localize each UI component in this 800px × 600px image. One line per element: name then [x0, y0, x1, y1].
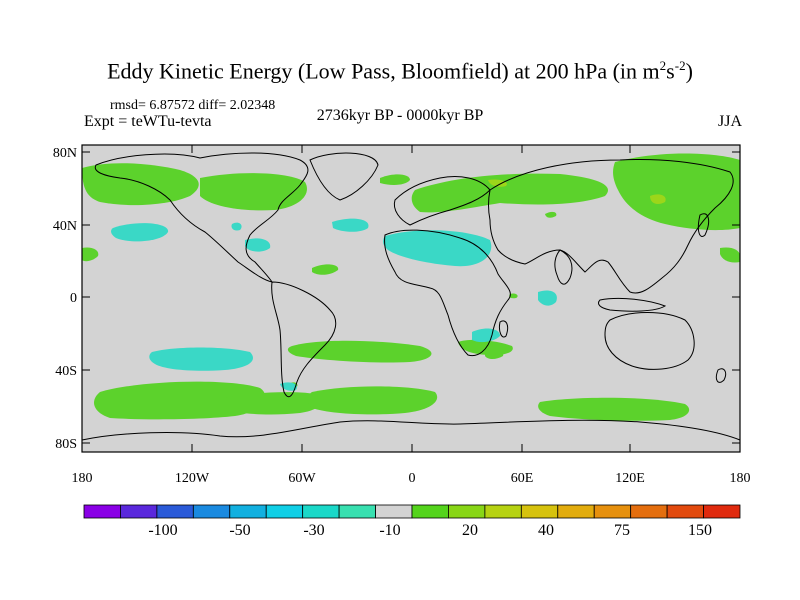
lat-label: 80N [53, 146, 77, 161]
title-close: ) [685, 58, 693, 84]
lat-label: 40S [55, 364, 77, 379]
lon-label: 180 [72, 471, 93, 486]
colorbar-cell [448, 504, 486, 519]
lon-label: 120W [175, 471, 210, 486]
experiment-label: Expt = teWTu-tevta [84, 113, 212, 130]
colorbar-cell [302, 504, 340, 519]
map-frame [81, 144, 741, 453]
colorbar-label: -30 [303, 522, 324, 539]
colorbar-label: 75 [614, 522, 630, 539]
colorbar-labels: -100 -50 -30 -10 20 40 75 150 [148, 522, 712, 539]
colorbar-cell [484, 504, 522, 519]
colorbar-cell [703, 504, 741, 519]
colorbar-cell [375, 504, 413, 519]
season-label: JJA [717, 113, 742, 130]
stats-line: rmsd= 6.87572 diff= 2.02348 [110, 98, 276, 113]
colorbar-cell [557, 504, 595, 519]
lon-label: 60W [288, 471, 316, 486]
lon-label: 120E [615, 471, 645, 486]
positive-core-regions [488, 179, 666, 204]
lon-label: 180 [730, 471, 751, 486]
lon-label: 60E [511, 471, 534, 486]
colorbar-cell [593, 504, 632, 519]
title-sup-2: -2 [674, 58, 686, 73]
colorbar-cell [229, 504, 267, 519]
colorbar-label: 20 [462, 522, 478, 539]
plot-title: Eddy Kinetic Energy (Low Pass, Bloomfiel… [0, 58, 800, 84]
period-label: 2736kyr BP - 0000kyr BP [316, 107, 484, 124]
lat-label: 0 [70, 291, 77, 306]
colorbar-cell [338, 504, 376, 519]
title-unit-s: s [666, 58, 675, 84]
colorbar-cell [265, 504, 304, 519]
colorbar-cell [83, 504, 121, 519]
colorbar-cell [666, 504, 704, 519]
colorbar-cell [120, 504, 158, 519]
positive-anomaly-regions [82, 153, 740, 421]
colorbar-label: -100 [148, 522, 177, 539]
lat-label: 80S [55, 437, 77, 452]
lat-label: 40N [53, 219, 77, 234]
title-text: Eddy Kinetic Energy (Low Pass, Bloomfiel… [107, 58, 660, 84]
colorbar-cell [411, 504, 449, 519]
colorbar-label: -50 [229, 522, 250, 539]
coastlines [81, 152, 741, 441]
colorbar-cell [520, 504, 559, 519]
colorbar-label: 150 [688, 522, 712, 539]
lon-label: 0 [409, 471, 416, 486]
lon-tick-marks [81, 145, 741, 452]
title-sup-1: 2 [659, 58, 667, 73]
colorbar-label: 40 [538, 522, 554, 539]
lat-tick-marks [82, 151, 740, 444]
colorbar-cell [156, 504, 194, 519]
colorbar-label: -10 [379, 522, 400, 539]
lon-labels: 180 120W 60W 0 60E 120E 180 [72, 471, 751, 486]
colorbar-cell [630, 504, 668, 519]
colorbar [83, 504, 741, 519]
colorbar-cell [192, 504, 231, 519]
lat-labels: 80N 40N 0 40S 80S [53, 146, 77, 452]
